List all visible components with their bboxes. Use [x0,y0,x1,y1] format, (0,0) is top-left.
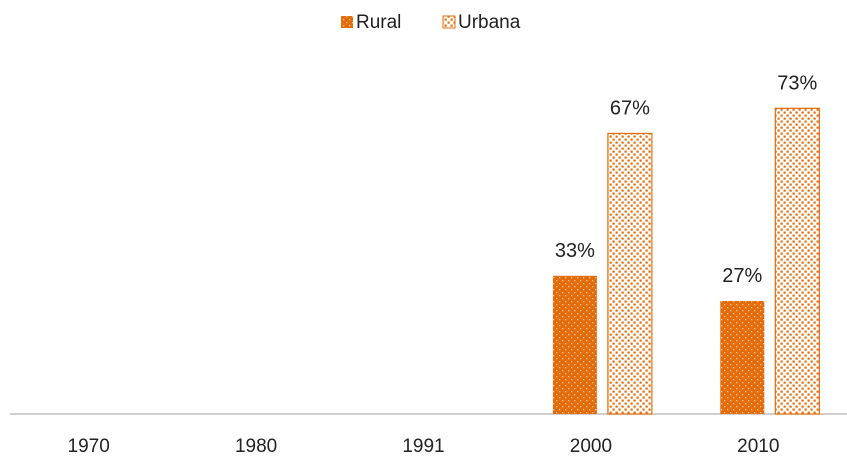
data-label: 27% [722,265,762,287]
legend-label: Rural [356,12,401,33]
legend-label: Urbana [458,12,521,33]
x-tick-label: 2010 [737,436,779,457]
data-label: 67% [610,98,650,120]
x-tick-label: 1991 [402,436,444,457]
data-label: 33% [555,240,595,262]
legend-swatch [442,15,456,29]
bar [720,300,765,414]
x-tick-label: 1970 [68,436,110,457]
bar [774,107,820,415]
data-label: 73% [777,73,817,95]
legend-swatch [341,16,353,28]
x-tick-label: 1980 [235,436,277,457]
bar [552,275,597,414]
x-tick-label: 2000 [570,436,612,457]
bar [607,132,653,415]
